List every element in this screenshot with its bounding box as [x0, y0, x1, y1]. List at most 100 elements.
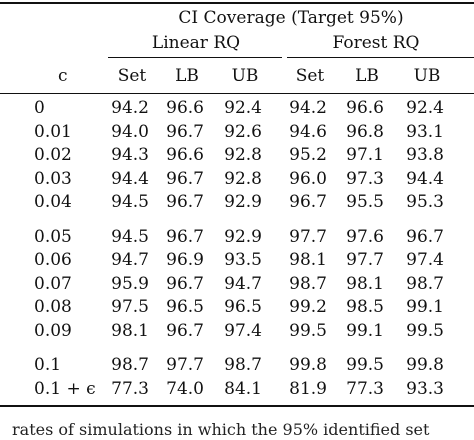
table-cell: 92.9 — [224, 192, 262, 212]
table-cell: 94.4 — [406, 168, 444, 189]
table-cell: 97.7 — [166, 355, 204, 375]
table-cell: 93.5 — [224, 250, 262, 270]
table-cell: 92.8 — [224, 145, 262, 165]
linear-rq-rule — [108, 57, 282, 58]
table-cell: 99.5 — [289, 320, 327, 341]
column-header-set-linear: Set — [117, 66, 147, 86]
table-cell: 96.7 — [166, 226, 204, 247]
table-cell: 92.6 — [224, 121, 262, 142]
table-cell: 95.2 — [289, 145, 327, 165]
table-cell: 94.7 — [111, 250, 149, 270]
table-cell: 96.9 — [166, 250, 204, 270]
table-cell: 99.2 — [289, 297, 327, 317]
table-cell: 96.5 — [224, 297, 262, 317]
row-label-c: 0.05 — [34, 226, 72, 247]
row-label-c: 0.01 — [34, 121, 72, 142]
table-cell: 97.6 — [346, 226, 384, 247]
table-cell: 77.3 — [346, 378, 384, 399]
row-label-c: 0.1 + ϵ — [34, 378, 96, 399]
table-cell: 94.4 — [111, 168, 149, 189]
table-cell: 95.9 — [111, 273, 149, 294]
table-cell: 92.9 — [224, 226, 262, 247]
header-bottom-rule — [0, 93, 474, 94]
table-cell: 94.6 — [289, 121, 327, 142]
table-cell: 96.8 — [346, 121, 384, 142]
table-cell: 96.7 — [166, 273, 204, 294]
column-header-ub-forest: UB — [413, 66, 441, 86]
caption-text: rates of simulations in which the 95% id… — [12, 420, 430, 439]
table-cell: 84.1 — [224, 378, 262, 399]
column-header-set-forest: Set — [295, 66, 325, 86]
row-label-c: 0.04 — [34, 192, 72, 212]
column-header-ub-linear: UB — [231, 66, 259, 86]
table-cell: 97.4 — [224, 320, 262, 341]
table-cell: 97.1 — [346, 145, 384, 165]
table-cell: 92.4 — [406, 98, 444, 118]
table-cell: 98.1 — [289, 250, 327, 270]
table-cell: 99.8 — [289, 355, 327, 375]
table-cell: 98.7 — [224, 355, 262, 375]
table-cell: 77.3 — [111, 378, 149, 399]
table-cell: 99.5 — [406, 320, 444, 341]
column-header-lb-forest: LB — [355, 66, 379, 86]
table-cell: 93.3 — [406, 378, 444, 399]
table-cell: 96.7 — [166, 168, 204, 189]
table-cell: 96.6 — [166, 98, 204, 118]
table-cell: 95.5 — [346, 192, 384, 212]
table-cell: 94.5 — [111, 226, 149, 247]
table-cell: 96.7 — [166, 192, 204, 212]
table-cell: 96.6 — [166, 145, 204, 165]
table-cell: 95.3 — [406, 192, 444, 212]
row-header-c: c — [58, 66, 68, 86]
table-cell: 96.7 — [406, 226, 444, 247]
table-cell: 96.5 — [166, 297, 204, 317]
table-cell: 94.2 — [289, 98, 327, 118]
table-cell: 99.8 — [406, 355, 444, 375]
row-label-c: 0.03 — [34, 168, 72, 189]
table-cell: 98.7 — [111, 355, 149, 375]
table-cell: 99.1 — [406, 297, 444, 317]
table-cell: 96.7 — [289, 192, 327, 212]
table-cell: 94.5 — [111, 192, 149, 212]
row-label-c: 0 — [34, 98, 45, 118]
row-label-c: 0.09 — [34, 320, 72, 341]
table-cell: 96.0 — [289, 168, 327, 189]
table-cell: 92.8 — [224, 168, 262, 189]
table-cell: 94.7 — [224, 273, 262, 294]
row-label-c: 0.07 — [34, 273, 72, 294]
table-cell: 94.2 — [111, 98, 149, 118]
column-header-lb-linear: LB — [175, 66, 199, 86]
table-cell: 92.4 — [224, 98, 262, 118]
subheader-linear-rq: Linear RQ — [151, 33, 241, 53]
table-cell: 96.7 — [166, 320, 204, 341]
table-cell: 98.1 — [111, 320, 149, 341]
row-label-c: 0.08 — [34, 297, 72, 317]
table-cell: 98.5 — [346, 297, 384, 317]
bottom-rule — [0, 405, 474, 407]
table-cell: 74.0 — [166, 378, 204, 399]
top-rule — [0, 2, 474, 4]
table-cell: 94.0 — [111, 121, 149, 142]
table-cell: 97.7 — [289, 226, 327, 247]
table-cell: 97.4 — [406, 250, 444, 270]
table-cell: 98.1 — [346, 273, 384, 294]
table-cell: 93.1 — [406, 121, 444, 142]
table-cell: 97.5 — [111, 297, 149, 317]
table-cell: 99.5 — [346, 355, 384, 375]
row-label-c: 0.1 — [34, 355, 62, 375]
row-label-c: 0.06 — [34, 250, 72, 270]
table-cell: 94.3 — [111, 145, 149, 165]
table-cell: 96.6 — [346, 98, 384, 118]
table-cell: 93.8 — [406, 145, 444, 165]
row-label-c: 0.02 — [34, 145, 72, 165]
table-cell: 97.7 — [346, 250, 384, 270]
table-cell: 81.9 — [289, 378, 327, 399]
subheader-forest-rq: Forest RQ — [332, 33, 420, 53]
table-cell: 97.3 — [346, 168, 384, 189]
table-cell: 96.7 — [166, 121, 204, 142]
table-cell: 99.1 — [346, 320, 384, 341]
table-cell: 98.7 — [406, 273, 444, 294]
group-header: CI Coverage (Target 95%) — [178, 8, 404, 28]
forest-rq-rule — [287, 57, 474, 58]
table-cell: 98.7 — [289, 273, 327, 294]
